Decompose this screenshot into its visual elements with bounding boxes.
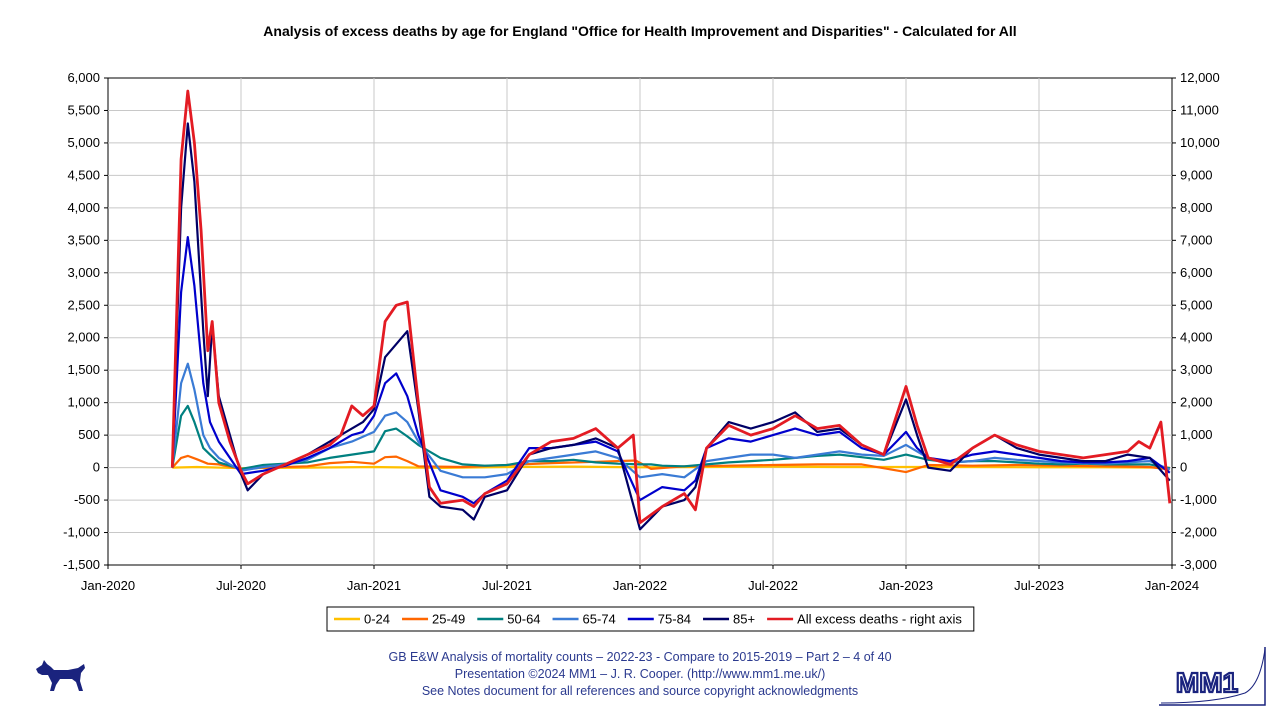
series-line-75-84 bbox=[171, 236, 1171, 505]
footer-line-1: GB E&W Analysis of mortality counts – 20… bbox=[388, 650, 892, 664]
footer-line-3: See Notes document for all references an… bbox=[421, 684, 859, 698]
series-lines bbox=[170, 89, 1172, 531]
legend-label: 25-49 bbox=[432, 612, 465, 627]
right-tick-label: 0 bbox=[1180, 460, 1187, 475]
left-tick-label: 500 bbox=[78, 427, 100, 442]
right-tick-label: -2,000 bbox=[1180, 525, 1217, 540]
left-tick-label: 4,000 bbox=[67, 200, 100, 215]
chart-title: Analysis of excess deaths by age for Eng… bbox=[263, 23, 1016, 39]
right-tick-label: -3,000 bbox=[1180, 557, 1217, 572]
right-tick-label: 10,000 bbox=[1180, 135, 1220, 150]
legend-label: 65-74 bbox=[583, 612, 616, 627]
left-tick-label: 0 bbox=[93, 460, 100, 475]
right-tick-label: 8,000 bbox=[1180, 200, 1213, 215]
legend-label: All excess deaths - right axis bbox=[797, 612, 962, 627]
right-tick-label: 9,000 bbox=[1180, 167, 1213, 182]
legend-label: 50-64 bbox=[507, 612, 540, 627]
dog-logo-icon bbox=[36, 660, 85, 691]
legend-label: 85+ bbox=[733, 612, 755, 627]
x-tick-label: Jan-2021 bbox=[347, 578, 401, 593]
legend-label: 0-24 bbox=[364, 612, 390, 627]
right-tick-label: 12,000 bbox=[1180, 70, 1220, 85]
series-line-65-74 bbox=[171, 362, 1171, 479]
x-tick-label: Jul-2020 bbox=[216, 578, 266, 593]
left-tick-label: 3,500 bbox=[67, 232, 100, 247]
right-tick-label: 1,000 bbox=[1180, 427, 1213, 442]
left-tick-label: -1,000 bbox=[63, 525, 100, 540]
left-tick-label: 1,500 bbox=[67, 362, 100, 377]
x-tick-label: Jan-2024 bbox=[1145, 578, 1199, 593]
x-tick-label: Jan-2020 bbox=[81, 578, 135, 593]
left-axis: -1,500 -1,000 -500 0 500 1,000 1,500 2,000 2,500… bbox=[63, 70, 108, 572]
legend-label: 75-84 bbox=[658, 612, 691, 627]
right-tick-label: 3,000 bbox=[1180, 362, 1213, 377]
mm1-logo-text: MM1 bbox=[1176, 667, 1238, 698]
x-tick-label: Jul-2021 bbox=[482, 578, 532, 593]
right-tick-label: 11,000 bbox=[1180, 102, 1219, 117]
left-tick-label: -500 bbox=[74, 492, 100, 507]
right-tick-label: 4,000 bbox=[1180, 330, 1213, 345]
series-line-25-49 bbox=[171, 454, 1170, 474]
series-line-85 bbox=[171, 122, 1171, 531]
left-tick-label: -1,500 bbox=[63, 557, 100, 572]
x-tick-label: Jan-2023 bbox=[879, 578, 933, 593]
right-tick-label: -1,000 bbox=[1180, 492, 1217, 507]
left-tick-label: 1,000 bbox=[67, 395, 100, 410]
x-tick-label: Jul-2023 bbox=[1014, 578, 1064, 593]
left-tick-label: 4,500 bbox=[67, 167, 100, 182]
right-tick-label: 6,000 bbox=[1180, 265, 1213, 280]
left-tick-label: 5,000 bbox=[67, 135, 100, 150]
series-line-all-excess-deaths-right-axis bbox=[170, 89, 1172, 525]
right-axis: -3,000 -2,000 -1,000 0 1,000 2,000 3,000 4,000 5… bbox=[1172, 70, 1220, 572]
legend: 0-24 25-49 50-64 65-74 75-84 85+ All excess de… bbox=[326, 606, 975, 632]
left-tick-label: 5,500 bbox=[67, 102, 100, 117]
footer-line-2: Presentation ©2024 MM1 – J. R. Cooper. (… bbox=[454, 667, 826, 681]
x-tick-label: Jul-2022 bbox=[748, 578, 798, 593]
grid bbox=[107, 77, 1173, 566]
left-tick-label: 2,500 bbox=[67, 297, 100, 312]
mm1-logo-icon: MM1 bbox=[1159, 647, 1266, 706]
left-tick-label: 3,000 bbox=[67, 265, 100, 280]
x-axis: Jan-2020 Jul-2020 Jan-2021 Jul-2021 Jan-2022… bbox=[81, 565, 1199, 593]
left-tick-label: 2,000 bbox=[67, 330, 100, 345]
right-tick-label: 5,000 bbox=[1180, 297, 1213, 312]
left-tick-label: 6,000 bbox=[67, 70, 100, 85]
right-tick-label: 2,000 bbox=[1180, 395, 1213, 410]
right-tick-label: 7,000 bbox=[1180, 232, 1213, 247]
x-tick-label: Jan-2022 bbox=[613, 578, 667, 593]
